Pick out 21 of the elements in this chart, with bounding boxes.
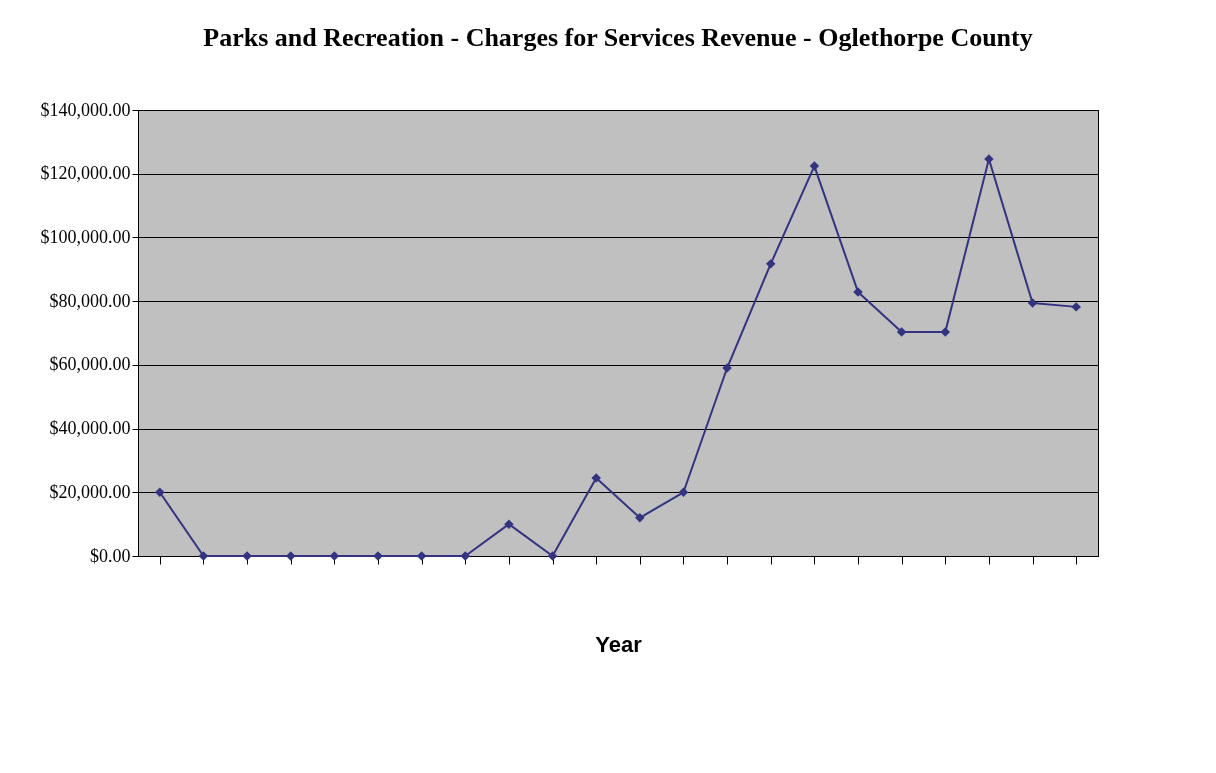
y-tick-label: $60,000.00	[49, 354, 131, 375]
point	[155, 487, 165, 498]
point	[460, 551, 471, 561]
point	[940, 327, 951, 337]
y-tick-label: $80,000.00	[49, 290, 131, 311]
y-tick-label: $100,000.00	[40, 226, 131, 247]
point	[809, 161, 820, 171]
point	[635, 513, 645, 523]
chart-title: Parks and Recreation - Charges for Services Revenue - Oglethorpe County	[203, 23, 1033, 52]
point	[678, 487, 689, 498]
point	[765, 259, 776, 269]
y-tick-label: $20,000.00	[49, 481, 131, 502]
point	[547, 551, 558, 561]
point	[1071, 302, 1081, 312]
x-axis-title: Year	[595, 632, 643, 657]
point	[896, 327, 907, 337]
y-tick-label: $0.00	[90, 545, 131, 566]
y-tick-label: $120,000.00	[40, 163, 131, 184]
y-tick-label: $140,000.00	[40, 99, 131, 120]
y-tick-label: $40,000.00	[49, 418, 131, 439]
point	[1027, 298, 1038, 308]
